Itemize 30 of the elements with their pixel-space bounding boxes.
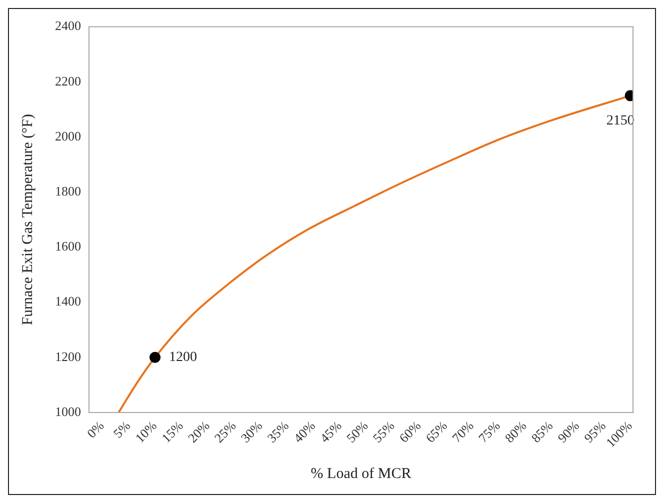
y-tick-label: 1200	[55, 348, 81, 364]
x-tick-label: 70%	[448, 418, 477, 446]
data-label: 1200	[169, 350, 198, 366]
x-tick-label: 35%	[264, 418, 292, 446]
x-tick-label: 5%	[110, 418, 134, 441]
y-tick-label: 2200	[55, 73, 81, 88]
x-tick-label: 25%	[211, 418, 239, 446]
x-tick-label: 0%	[84, 418, 107, 441]
x-tick-label: 80%	[502, 418, 530, 446]
y-tick-label: 1600	[55, 238, 81, 254]
y-tick-label: 1800	[55, 184, 81, 199]
x-tick-label: 40%	[290, 418, 318, 446]
x-tick-label: 60%	[396, 418, 424, 446]
y-tick-label: 2400	[55, 18, 81, 34]
y-axis-title: Furnace Exit Gas Temperature (°F)	[20, 114, 36, 326]
x-tick-label: 85%	[528, 418, 556, 446]
x-axis-title: % Load of MCR	[310, 466, 412, 482]
x-tick-label: 10%	[132, 418, 160, 446]
y-tick-label: 2000	[55, 128, 81, 144]
x-tick-label: 45%	[316, 418, 345, 446]
x-tick-label: 75%	[475, 418, 503, 446]
x-tick-label: 55%	[370, 418, 398, 446]
x-tick-label: 90%	[554, 418, 582, 446]
y-tick-label: 1000	[55, 404, 81, 419]
x-tick-label: 50%	[343, 418, 371, 446]
y-tick-label: 1400	[55, 294, 81, 309]
x-tick-label: 30%	[238, 418, 266, 446]
x-tick-label: 65%	[422, 418, 450, 446]
x-tick-label: 20%	[184, 418, 212, 446]
x-tick-label: 15%	[158, 418, 186, 446]
